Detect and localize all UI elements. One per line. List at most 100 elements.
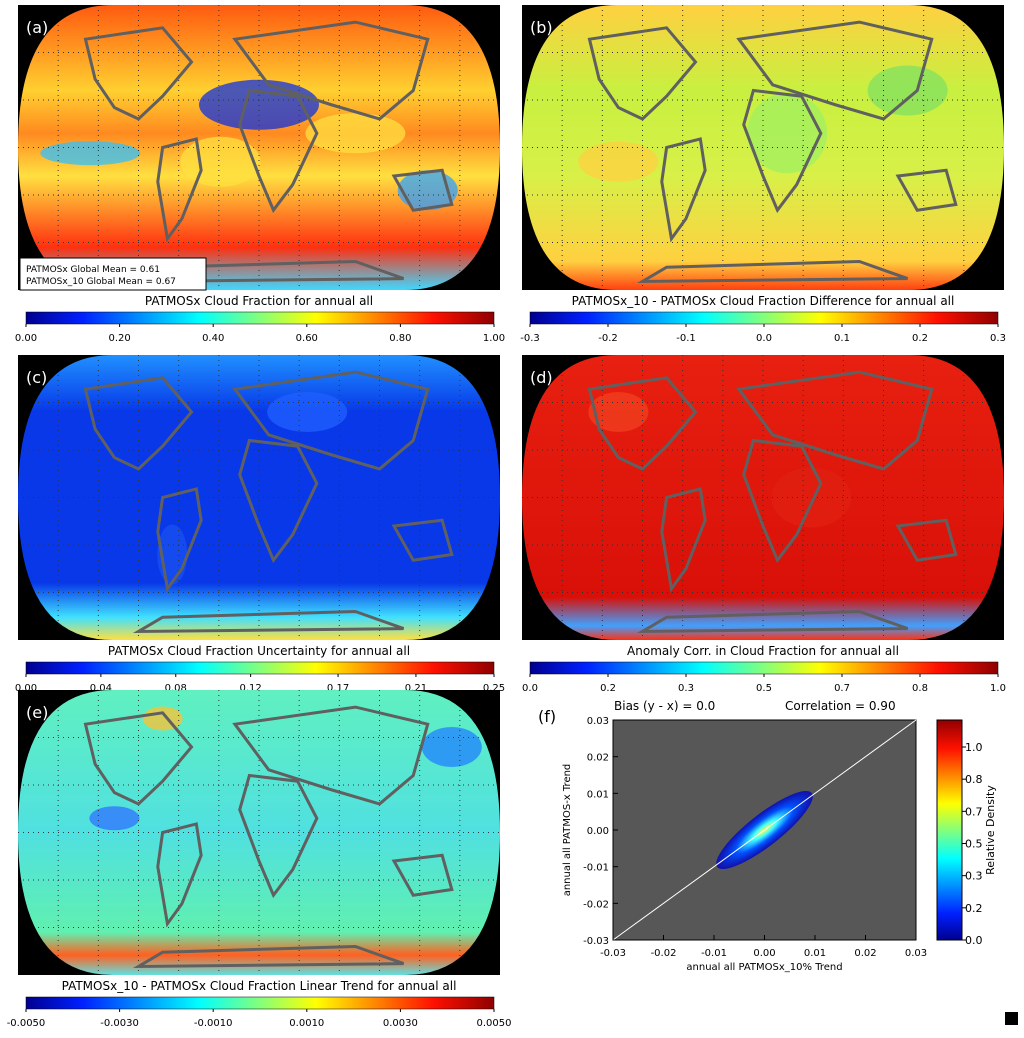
- colorbar-tick-label: -0.0010: [194, 1018, 233, 1029]
- colorbar: [25, 311, 495, 325]
- colorbar-tick-label: 0.0: [522, 683, 538, 694]
- land-outline: [895, 168, 958, 212]
- colorbar-tick-label: 0.2: [912, 333, 928, 344]
- map-field: [18, 5, 500, 290]
- x-tick-label: 0.00: [753, 948, 775, 959]
- colorbar-tick-label: 0.8: [965, 773, 983, 786]
- land-outline: [156, 487, 203, 593]
- land-outline: [238, 438, 319, 564]
- map-field-feature: [578, 141, 659, 182]
- colorbar-tick-label: -0.3: [520, 333, 540, 344]
- colorbar-tick-label: 0.0050: [477, 1018, 512, 1029]
- y-axis-label: annual all PATMOS-x Trend: [562, 764, 573, 897]
- land-outline: [391, 518, 454, 562]
- land-outline: [132, 609, 405, 634]
- colorbar-tick-label: -0.0050: [7, 1018, 46, 1029]
- colorbar-tick-label: 0.0010: [289, 1018, 324, 1029]
- x-tick-label: -0.01: [701, 948, 727, 959]
- map-field-feature: [142, 706, 183, 731]
- land-outline: [238, 88, 319, 214]
- map-field: [18, 690, 500, 975]
- colorbar-tick-label: 0.08: [165, 683, 187, 694]
- y-tick-label: 0.02: [587, 753, 609, 764]
- map-field-feature: [421, 727, 482, 767]
- map-field-feature: [305, 113, 406, 154]
- land-outline: [83, 26, 194, 121]
- legend-text: PATMOSx Global Mean = 0.61: [26, 265, 160, 275]
- land-outline: [391, 168, 454, 212]
- land-outline: [736, 370, 934, 471]
- x-tick-label: 0.02: [854, 948, 876, 959]
- map-field-feature: [867, 65, 948, 116]
- map-field-feature: [771, 467, 852, 528]
- map-field-feature: [397, 170, 458, 211]
- colorbar-tick-label: 0.8: [912, 683, 928, 694]
- colorbar-tick-label: 0.0030: [383, 1018, 418, 1029]
- colorbar-tick-label: 1.00: [483, 333, 505, 344]
- colorbar-tick-label: -0.2: [598, 333, 618, 344]
- colorbar-tick-label: 0.00: [15, 333, 37, 344]
- land-outline: [636, 259, 909, 284]
- panel-label: (a): [26, 18, 48, 37]
- land-outline: [232, 705, 430, 806]
- one-to-one-line: [612, 719, 917, 941]
- colorbar-tick-label: 0.3: [965, 870, 983, 883]
- land-outline: [636, 609, 909, 634]
- colorbar-tick-label: 0.04: [90, 683, 112, 694]
- colorbar-tick-label: -0.1: [676, 333, 696, 344]
- land-outline: [587, 376, 698, 471]
- y-tick-label: -0.01: [583, 863, 609, 874]
- map-field-feature: [267, 392, 348, 432]
- y-tick-label: 0.00: [587, 826, 609, 837]
- map-title: PATMOSx Cloud Fraction Uncertainty for a…: [108, 644, 410, 658]
- colorbar: [529, 311, 999, 325]
- land-outline: [895, 518, 958, 562]
- land-outline: [391, 853, 454, 897]
- map-panel: (c) PATMOSx Cloud Fraction Uncertainty fo…: [15, 355, 505, 694]
- colorbar-tick-label: 0.17: [327, 683, 349, 694]
- land-outline: [238, 773, 319, 899]
- bias-text: Bias (y - x) = 0.0: [614, 699, 715, 713]
- y-tick-label: -0.03: [583, 936, 609, 947]
- colorbar-tick-label: 0.60: [296, 333, 318, 344]
- map-title: Anomaly Corr. in Cloud Fraction for annu…: [627, 644, 899, 658]
- colorbar-tick-label: 0.7: [834, 683, 850, 694]
- legend-box: [19, 257, 207, 291]
- x-tick-label: -0.02: [651, 948, 677, 959]
- colorbar-tick-label: 0.7: [965, 805, 983, 818]
- colorbar-tick-label: 0.80: [389, 333, 411, 344]
- land-outline: [83, 376, 194, 471]
- map-title: PATMOSx_10 - PATMOSx Cloud Fraction Line…: [62, 979, 457, 993]
- y-tick-label: 0.01: [587, 789, 609, 800]
- land-outline: [742, 438, 823, 564]
- map-panel: (e) PATMOSx_10 - PATMOSx Cloud Fraction L…: [7, 690, 512, 1029]
- colorbar-tick-label: -0.0030: [100, 1018, 139, 1029]
- correlation-text: Correlation = 0.90: [785, 699, 896, 713]
- x-tick-label: 0.01: [804, 948, 826, 959]
- land-outline: [660, 487, 707, 593]
- y-tick-label: 0.03: [587, 716, 609, 727]
- colorbar-tick-label: 0.12: [240, 683, 262, 694]
- colorbar-tick-label: 0.5: [756, 683, 772, 694]
- panel-label: (e): [26, 703, 48, 722]
- colorbar-tick-label: 0.5: [965, 838, 983, 851]
- colorbar-tick-label: 0.21: [405, 683, 427, 694]
- map-panel: (b) PATMOSx_10 - PATMOSx Cloud Fraction D…: [520, 5, 1006, 344]
- x-tick-label: -0.03: [600, 948, 626, 959]
- colorbar: [936, 719, 963, 941]
- colorbar-tick-label: 0.00: [15, 683, 37, 694]
- x-tick-label: 0.03: [905, 948, 927, 959]
- land-outline: [587, 26, 698, 121]
- colorbar-tick-label: 0.40: [202, 333, 224, 344]
- land-outline: [156, 822, 203, 928]
- map-title: PATMOSx_10 - PATMOSx Cloud Fraction Diff…: [572, 294, 955, 308]
- colorbar-tick-label: 0.0: [756, 333, 772, 344]
- land-outline: [232, 370, 430, 471]
- colorbar-tick-label: 0.25: [483, 683, 505, 694]
- colorbar-tick-label: 0.2: [965, 902, 983, 915]
- colorbar: [25, 996, 495, 1010]
- colorbar: [529, 661, 999, 675]
- colorbar-label: Relative Density: [984, 785, 997, 875]
- map-field: [18, 355, 500, 640]
- map-panel: (d) Anomaly Corr. in Cloud Fraction for a…: [522, 355, 1006, 694]
